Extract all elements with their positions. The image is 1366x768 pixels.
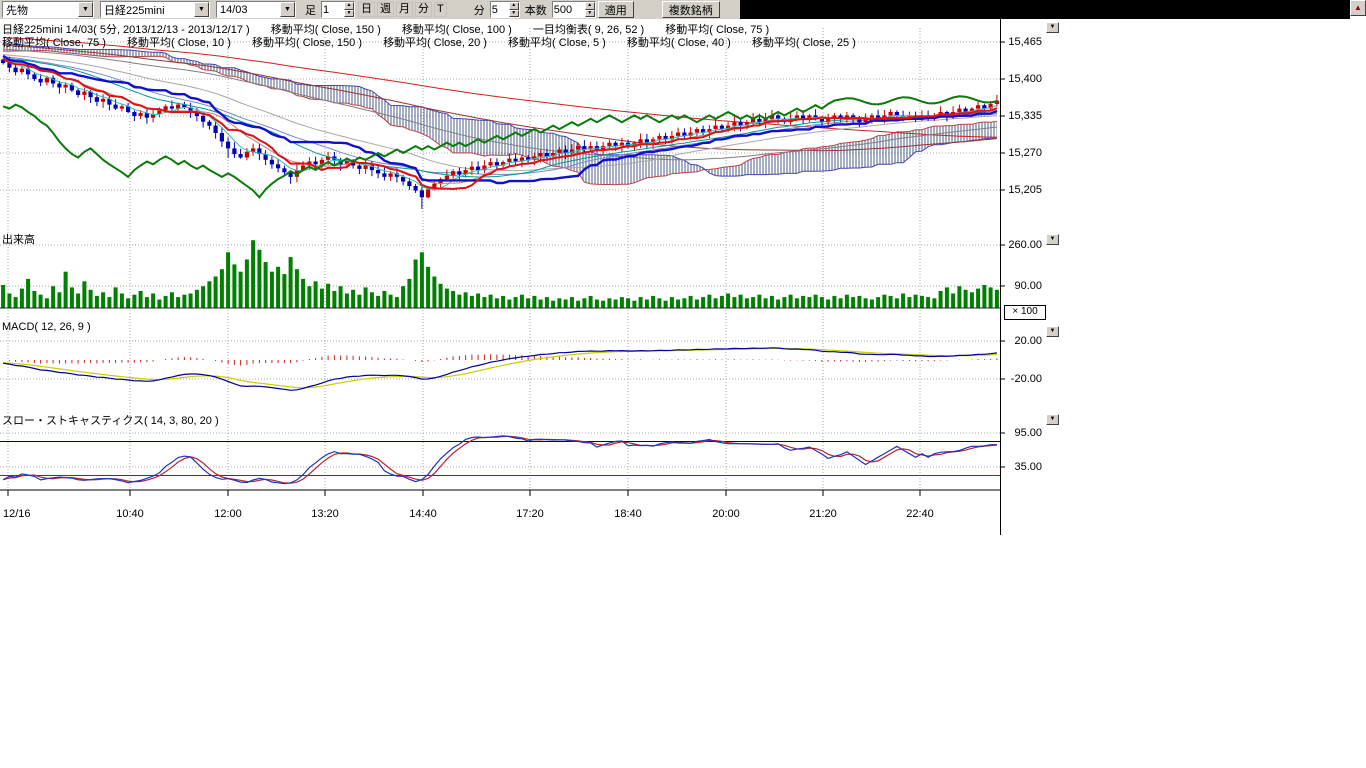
unit-minute-button[interactable]: 分: [415, 2, 432, 17]
price-tick-label: 15,335: [1008, 109, 1042, 122]
price-tick-label: 15,465: [1008, 36, 1042, 48]
price-panel-menu-button[interactable]: ▼: [1046, 22, 1059, 33]
time-tick-label: 10:40: [116, 508, 144, 520]
chevron-down-icon[interactable]: ▼: [78, 2, 93, 17]
price-tick-label: 15,270: [1008, 146, 1042, 159]
chart-title: 日経225mini 14/03( 5分, 2013/12/13 - 2013/1…: [2, 24, 250, 36]
stoch-tick-label: 95.00: [1014, 427, 1042, 439]
bar-count-spinner: ▲ ▼: [551, 1, 596, 18]
legend-item: 移動平均( Close, 150 ): [270, 24, 381, 36]
time-tick-label: 17:20: [516, 508, 544, 520]
time-tick-label: 22:40: [906, 508, 934, 520]
toolbar: 先物 ▼ 日経225mini ▼ 14/03 ▼ 足 ▲ ▼ 日 週 月 分 T…: [0, 0, 740, 19]
legend-item: 移動平均( Close, 40 ): [626, 37, 731, 49]
bar-type-label: 足: [305, 4, 316, 17]
unit-month-button[interactable]: 月: [396, 2, 413, 17]
symbol-combo-value: 日経225mini: [104, 4, 165, 17]
time-tick-label: 21:20: [809, 508, 837, 520]
interval-input[interactable]: [322, 2, 344, 17]
contract-combo[interactable]: 14/03 ▼: [216, 1, 296, 18]
minutes-input[interactable]: [490, 2, 509, 17]
apply-button[interactable]: 適用: [597, 1, 634, 18]
time-tick-label: 13:20: [311, 508, 339, 520]
spinner-down-icon[interactable]: ▼: [508, 9, 519, 17]
minutes-spinner: ▲ ▼: [489, 1, 520, 18]
unit-tick-button[interactable]: T: [434, 2, 447, 17]
legend-line-2: 移動平均( Close, 75 ) 移動平均( Close, 10 ) 移動平均…: [2, 34, 874, 50]
stoch-panel-label: スロー・ストキャスティクス( 14, 3, 80, 20 ): [2, 415, 219, 427]
unit-week-button[interactable]: 週: [377, 2, 394, 17]
time-tick-label: 12:00: [214, 508, 242, 520]
legend-item: 一目均衡表( 9, 26, 52 ): [532, 24, 645, 36]
legend-line-1: 日経225mini 14/03( 5分, 2013/12/13 - 2013/1…: [2, 21, 787, 37]
contract-combo-value: 14/03: [220, 3, 248, 16]
macd-tick-label: 20.00: [1014, 335, 1042, 347]
bar-count-input[interactable]: [552, 2, 585, 17]
chart-canvas[interactable]: [0, 19, 1060, 535]
chevron-down-icon[interactable]: ▼: [194, 2, 209, 17]
bar-count-label: 本数: [524, 4, 547, 17]
instrument-combo[interactable]: 先物 ▼: [2, 1, 94, 18]
volume-tick-label: 260.00: [1008, 239, 1042, 251]
chart-area: 日経225mini 14/03( 5分, 2013/12/13 - 2013/1…: [0, 19, 1060, 535]
unit-day-button[interactable]: 日: [358, 2, 375, 17]
spinner-up-icon[interactable]: ▲: [344, 2, 354, 10]
legend-item: 移動平均( Close, 100 ): [401, 24, 512, 36]
legend-item: 移動平均( Close, 75 ): [665, 24, 770, 36]
time-tick-label: 18:40: [614, 508, 642, 520]
legend-item: 移動平均( Close, 5 ): [508, 37, 606, 49]
price-tick-label: 15,400: [1008, 72, 1042, 85]
stoch-panel-menu-button[interactable]: ▼: [1046, 414, 1059, 425]
spinner-down-icon[interactable]: ▼: [584, 9, 595, 17]
legend-item: 移動平均( Close, 20 ): [383, 37, 487, 49]
macd-tick-label: -20.00: [1010, 373, 1042, 385]
chevron-down-icon[interactable]: ▼: [280, 2, 295, 17]
macd-panel-label: MACD( 12, 26, 9 ): [2, 321, 91, 333]
volume-panel-menu-button[interactable]: ▼: [1046, 234, 1059, 245]
time-tick-label: 20:00: [712, 508, 740, 520]
minute-label: 分: [473, 4, 485, 17]
volume-multiplier-badge: × 100: [1004, 305, 1046, 320]
spinner-up-icon[interactable]: ▲: [508, 2, 519, 10]
multi-symbol-button[interactable]: 複数銘柄: [661, 1, 720, 18]
macd-panel-menu-button[interactable]: ▼: [1046, 326, 1059, 337]
time-tick-label: 14:40: [409, 508, 437, 520]
scroll-up-button[interactable]: ▲: [1350, 0, 1366, 16]
instrument-combo-value: 先物: [6, 4, 28, 17]
spinner-down-icon[interactable]: ▼: [344, 9, 354, 17]
volume-panel-label: 出来高: [2, 234, 35, 246]
price-tick-label: 15,205: [1008, 183, 1042, 196]
volume-tick-label: 90.00: [1014, 280, 1042, 293]
interval-spinner: ▲ ▼: [321, 1, 355, 18]
time-tick-label: 12/16: [3, 508, 31, 520]
legend-item: 移動平均( Close, 75 ): [2, 37, 106, 49]
legend-item: 移動平均( Close, 10 ): [126, 37, 231, 49]
stoch-tick-label: 35.00: [1014, 461, 1042, 474]
symbol-combo[interactable]: 日経225mini ▼: [100, 1, 210, 18]
top-black-strip: [740, 0, 1350, 19]
spinner-up-icon[interactable]: ▲: [584, 2, 595, 10]
legend-item: 移動平均( Close, 150 ): [251, 37, 362, 49]
legend-item: 移動平均( Close, 25 ): [751, 37, 856, 49]
